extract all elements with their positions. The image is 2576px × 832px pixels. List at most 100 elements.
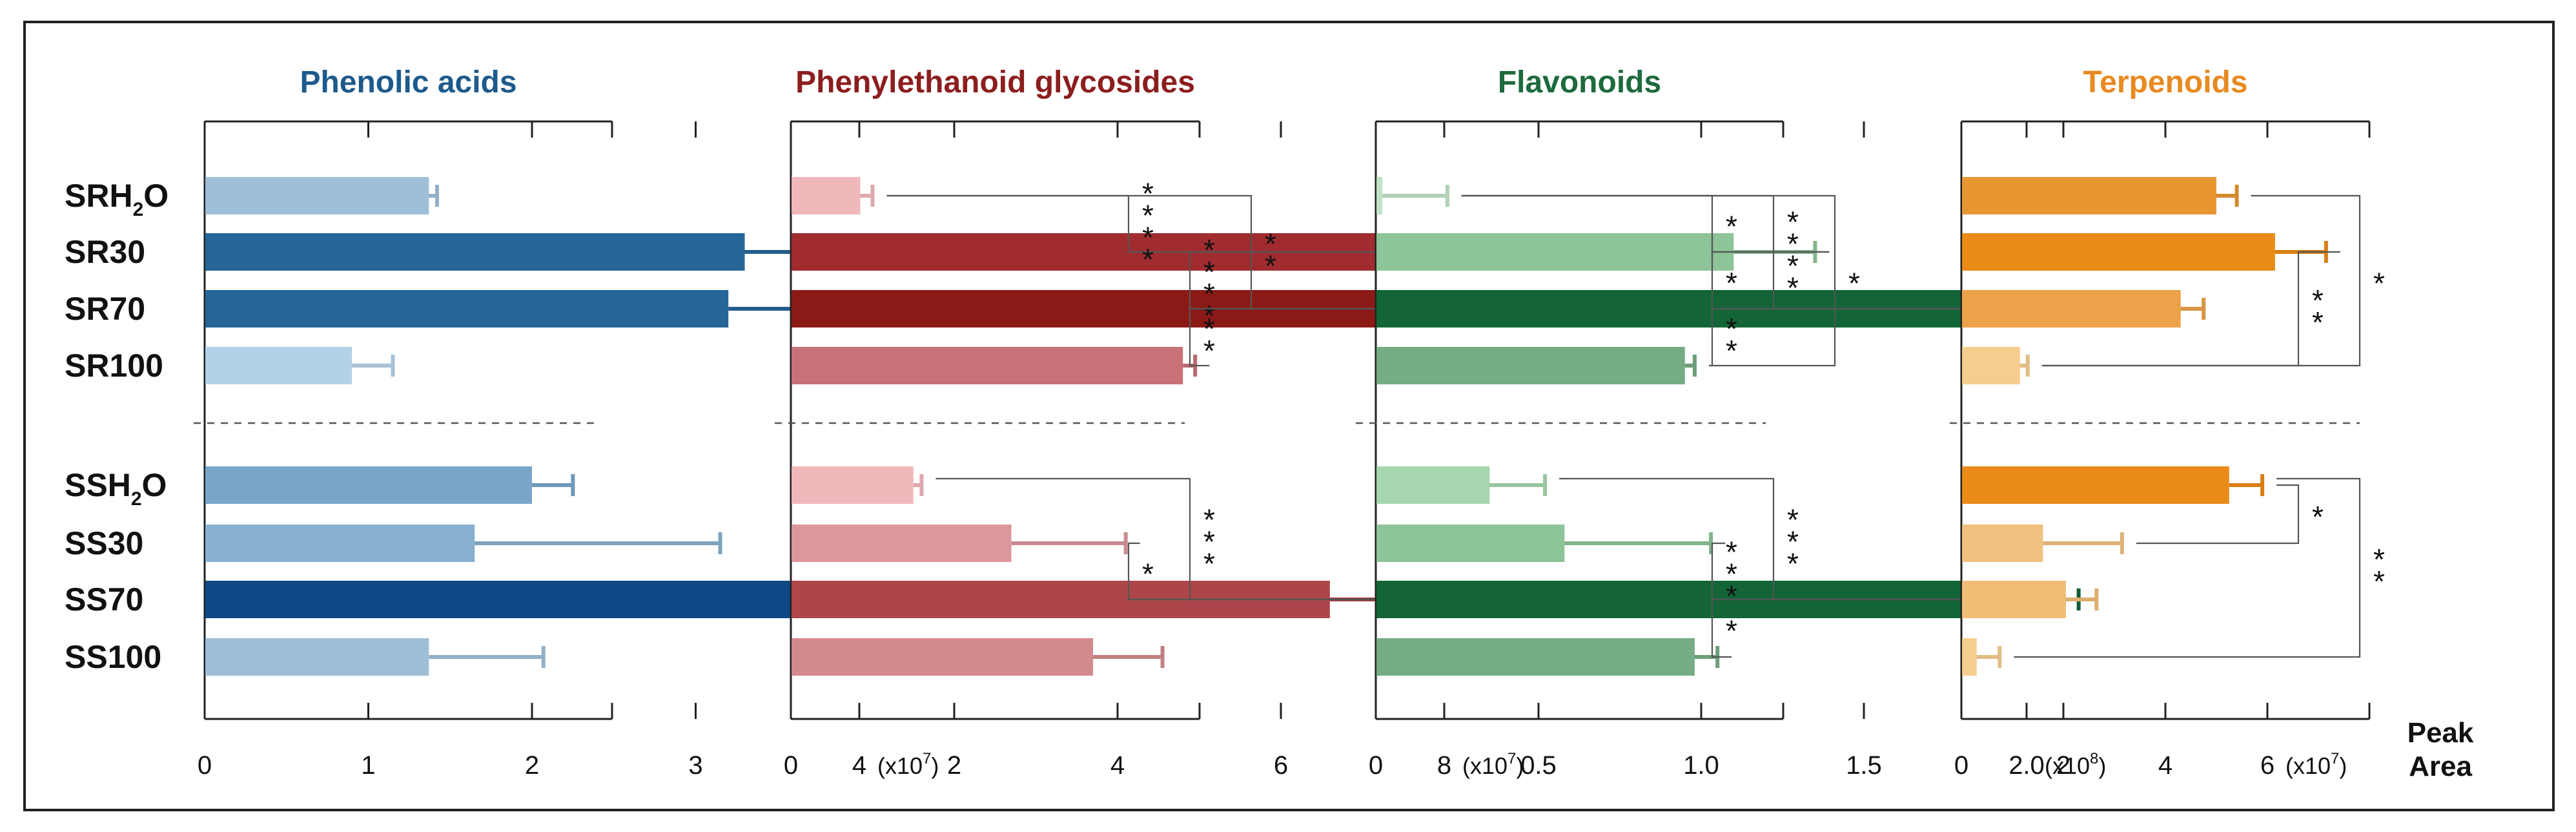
significance-star: * — [2312, 306, 2324, 339]
unit-exponent: 7 — [2331, 750, 2339, 767]
row-label: SS100 — [65, 639, 161, 675]
x-tick-label: 6 — [2260, 751, 2274, 780]
significance-star: * — [1726, 557, 1737, 591]
bar — [205, 581, 819, 618]
significance-label: * * — [1726, 312, 1737, 368]
x-tick-label: 0 — [1369, 751, 1383, 780]
significance-star: * — [2373, 267, 2385, 300]
unit-close: ) — [2098, 753, 2106, 779]
row-label-tail: O — [143, 178, 169, 214]
bar — [792, 638, 1094, 676]
row-label: SSH2O — [65, 467, 167, 510]
bar — [1962, 638, 1977, 676]
x-tick-label: 2.0 — [2009, 751, 2045, 780]
significance-star: * — [1203, 255, 1215, 289]
unit-base: (x10 — [2285, 753, 2331, 779]
significance-star: * — [1142, 199, 1154, 233]
significance-star: * — [1265, 249, 1276, 283]
significance-label: * * * — [1726, 536, 1737, 613]
significance-star: * — [1787, 547, 1799, 581]
significance-label: * * * * — [1142, 177, 1154, 276]
significance-bracket — [2041, 194, 2361, 367]
significance-label: * * * * — [1203, 233, 1215, 333]
bar — [1962, 347, 2020, 384]
significance-label: * * — [1265, 227, 1276, 283]
x-tick-label: 0 — [1954, 751, 1968, 780]
significance-star: * — [2312, 284, 2324, 317]
unit-base: (x10 — [1462, 753, 1508, 779]
significance-star: * — [1203, 334, 1215, 368]
peak-area-line2: Area — [2409, 751, 2472, 782]
peak-area-line1: Peak — [2407, 717, 2474, 749]
x-tick-label: 3 — [688, 751, 702, 780]
row-label-main: SR30 — [65, 234, 145, 270]
x-tick-label: 6 — [1274, 751, 1288, 780]
unit-label: (x108) — [2045, 750, 2106, 779]
x-tick-label: 0 — [198, 751, 212, 780]
bar — [792, 466, 914, 504]
bar — [1376, 233, 1734, 271]
unit-base: (x10 — [2045, 753, 2090, 779]
significance-label: * * * * — [1787, 205, 1799, 305]
significance-star: * — [1142, 557, 1154, 591]
significance-star: * — [1142, 177, 1154, 211]
bar — [792, 347, 1183, 384]
significance-star: * — [2373, 565, 2385, 598]
x-tick-label: 8 — [1437, 751, 1451, 780]
bar — [1376, 466, 1490, 504]
bar — [1962, 466, 2229, 504]
significance-label: * — [1726, 266, 1737, 300]
row-label: SR30 — [65, 234, 145, 270]
significance-star: * — [1787, 503, 1799, 537]
significance-star: * — [1726, 579, 1737, 613]
bar — [1962, 581, 2066, 618]
significance-star: * — [1265, 227, 1276, 261]
significance-star: * — [1726, 614, 1737, 648]
unit-close: ) — [931, 753, 939, 779]
significance-label: * — [1726, 210, 1737, 244]
row-label-subscript: 2 — [133, 199, 144, 220]
x-tick-label: 4 — [852, 751, 866, 780]
significance-star: * — [1726, 210, 1737, 244]
x-tick-label: 4 — [2158, 751, 2172, 780]
significance-star: * — [1787, 249, 1799, 283]
significance-label: * — [1848, 267, 1860, 300]
row-label-main: SSH — [65, 467, 131, 503]
significance-star: * — [2373, 543, 2385, 576]
bar — [1962, 525, 2043, 562]
panel-title: Phenylethanoid glycosides — [795, 65, 1195, 99]
bar — [792, 177, 861, 214]
peak-area-label: Peak Area — [2407, 717, 2474, 782]
bar — [1376, 525, 1565, 562]
x-tick-label: 1.0 — [1683, 751, 1719, 780]
significance-bracket — [935, 477, 1410, 601]
significance-star: * — [2312, 500, 2324, 534]
significance-label: * * — [1203, 312, 1215, 368]
significance-star: * — [1787, 227, 1799, 261]
significance-star: * — [1726, 266, 1737, 300]
significance-star: * — [1787, 525, 1799, 559]
significance-star: * — [1726, 334, 1737, 368]
significance-bracket — [2014, 477, 2361, 658]
significance-star: * — [1203, 547, 1215, 581]
significance-star: * — [1203, 277, 1215, 311]
row-label-main: SS70 — [65, 581, 143, 618]
bar — [792, 525, 1012, 562]
row-label-subscript: 2 — [131, 488, 142, 510]
bar — [205, 347, 353, 384]
row-label: SS30 — [65, 525, 143, 561]
unit-exponent: 8 — [2090, 750, 2098, 767]
significance-label: * * — [2373, 543, 2385, 598]
figure-border — [23, 21, 2555, 811]
bar — [1962, 177, 2216, 214]
unit-label: (x107) — [877, 750, 939, 779]
significance-star: * — [1142, 221, 1154, 255]
x-tick-label: 2 — [2056, 751, 2070, 780]
unit-label: (x107) — [1462, 750, 1524, 779]
panel-title: Phenolic acids — [300, 65, 516, 99]
x-tick-label: 0 — [784, 751, 798, 780]
significance-label: * — [2312, 500, 2324, 534]
